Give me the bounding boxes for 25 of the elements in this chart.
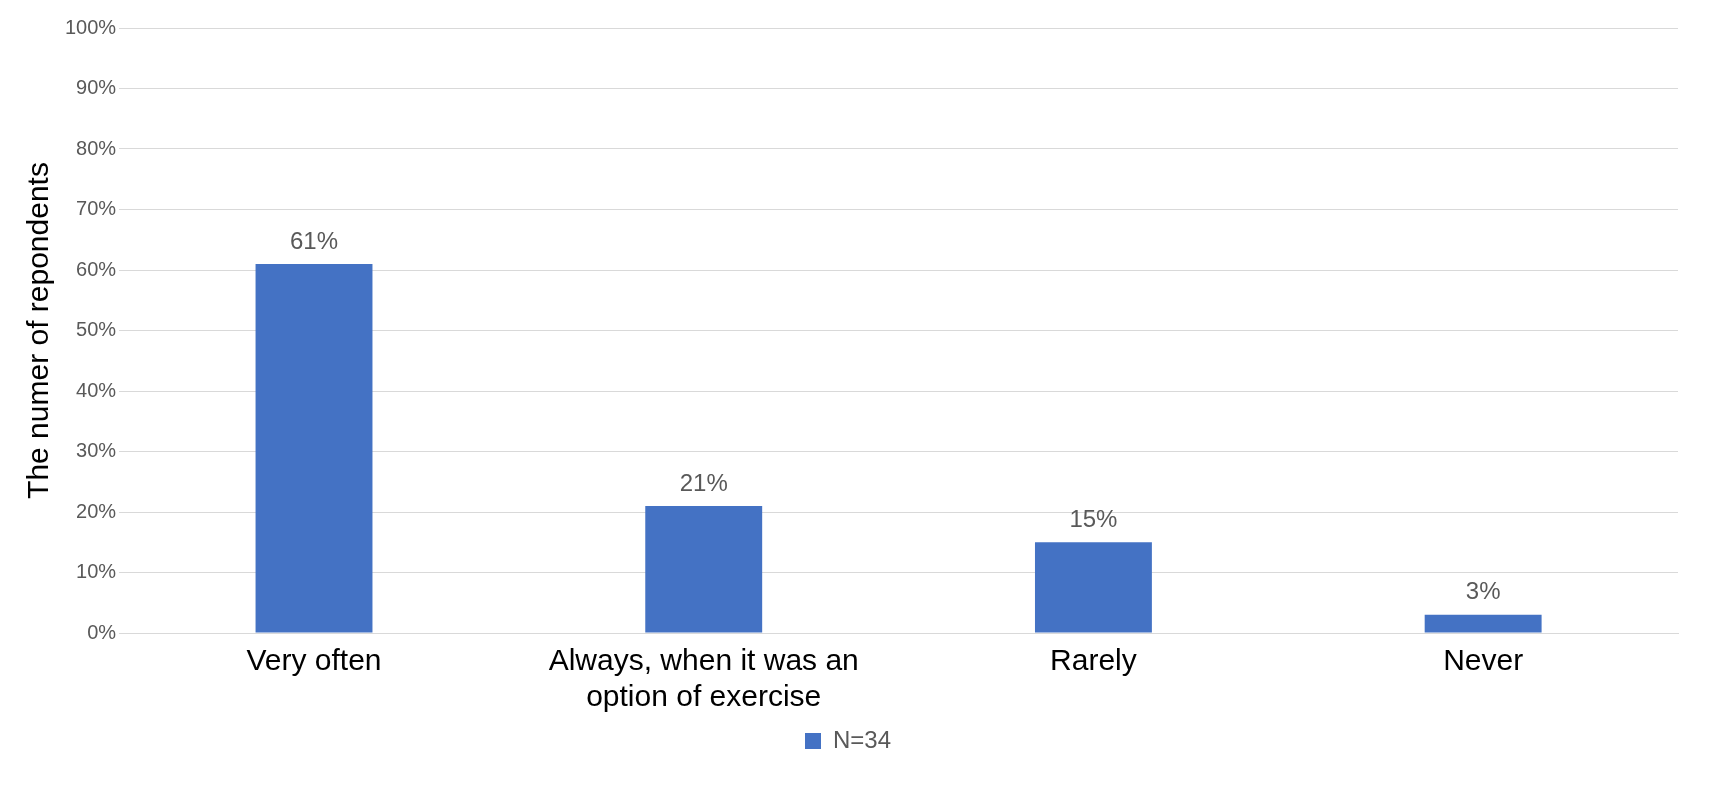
bar (1034, 542, 1152, 633)
y-tick-label: 50% (76, 318, 117, 341)
x-tick-label: Never (1443, 643, 1524, 677)
x-tick-label: Always, when it was an option of exercise (548, 643, 859, 713)
x-tick-label: Rarely (1050, 643, 1137, 677)
data-label: 3% (1465, 577, 1501, 605)
data-label: 61% (289, 226, 339, 254)
y-tick-label: 60% (76, 257, 117, 280)
y-tick-label: 70% (76, 197, 117, 220)
y-tick-label: 80% (76, 136, 117, 159)
y-tick-label: 10% (76, 560, 117, 583)
legend-label: N=34 (832, 725, 892, 753)
y-tick-label: 90% (76, 76, 117, 99)
bar (1424, 614, 1542, 633)
bar (645, 505, 763, 633)
data-label: 21% (679, 468, 728, 496)
x-tick-label: Very often (246, 643, 382, 677)
data-label: 15% (1069, 504, 1118, 532)
y-tick-label: 0% (87, 620, 117, 643)
y-axis-title: The numer of repondents (21, 162, 55, 499)
y-tick-label: 20% (76, 499, 117, 522)
y-tick-label: 40% (76, 378, 117, 401)
y-tick-label: 100% (65, 15, 117, 38)
bar (255, 263, 373, 633)
y-tick-label: 30% (76, 439, 117, 462)
